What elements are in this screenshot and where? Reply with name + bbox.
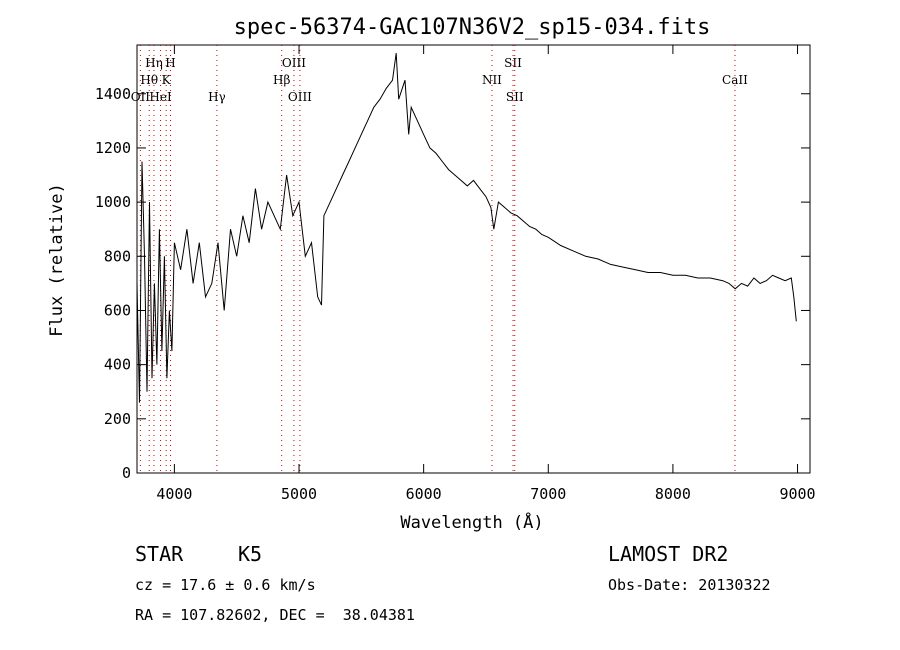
spectral-line-label: Hγ <box>208 90 226 104</box>
spectral-line-label: Hη <box>145 56 163 70</box>
y-tick-label: 400 <box>104 356 131 374</box>
spectral-line-label: NII <box>482 73 502 87</box>
y-tick-label: 1400 <box>95 85 131 103</box>
spectral-line-label: Hθ <box>140 73 158 87</box>
spectral-line-label: OIII <box>282 56 306 70</box>
y-tick-label: 800 <box>104 247 131 265</box>
spectral-line-label: SII <box>504 56 522 70</box>
spectral-line-label: OIII <box>288 90 312 104</box>
spectral-line-label: OII <box>131 90 151 104</box>
spectral-line-label: K <box>162 73 172 87</box>
chart-title: spec-56374-GAC107N36V2_sp15-034.fits <box>234 15 711 40</box>
plot-area: 4000 5000 6000 7000 8000 9000 0 200 400 600 800 100… <box>95 44 816 503</box>
coordinates: RA = 107.82602, DEC = 38.04381 <box>135 606 415 624</box>
x-tick-label: 4000 <box>156 485 192 503</box>
spectral-line-label: Hβ <box>273 73 290 87</box>
y-axis-label: Flux (relative) <box>47 183 67 337</box>
y-tick-label: 1000 <box>95 193 131 211</box>
object-subclass: K5 <box>238 542 263 566</box>
x-tick-label: 5000 <box>281 485 317 503</box>
y-tick-label: 200 <box>104 410 131 428</box>
spectral-line-label: HeI <box>149 90 172 104</box>
object-class: STAR <box>135 542 184 566</box>
spectral-line-label: H <box>165 56 175 70</box>
x-tick-label: 9000 <box>779 485 815 503</box>
redshift-readout: cz = 17.6 ± 0.6 km/s <box>135 576 316 594</box>
plot-frame <box>136 44 811 474</box>
x-tick-label: 8000 <box>655 485 691 503</box>
y-tick-label: 0 <box>122 464 131 482</box>
spectral-line-label: CaII <box>722 73 748 87</box>
x-axis-label: Wavelength (Å) <box>400 511 543 533</box>
spectrum-line <box>136 53 797 403</box>
y-tick-label: 1200 <box>95 139 131 157</box>
obs-date: Obs-Date: 20130322 <box>608 576 771 594</box>
survey-name: LAMOST DR2 <box>608 542 729 566</box>
x-tick-label: 7000 <box>530 485 566 503</box>
spectral-line-label: SII <box>506 90 524 104</box>
x-tick-label: 6000 <box>406 485 442 503</box>
y-tick-label: 600 <box>104 301 131 319</box>
